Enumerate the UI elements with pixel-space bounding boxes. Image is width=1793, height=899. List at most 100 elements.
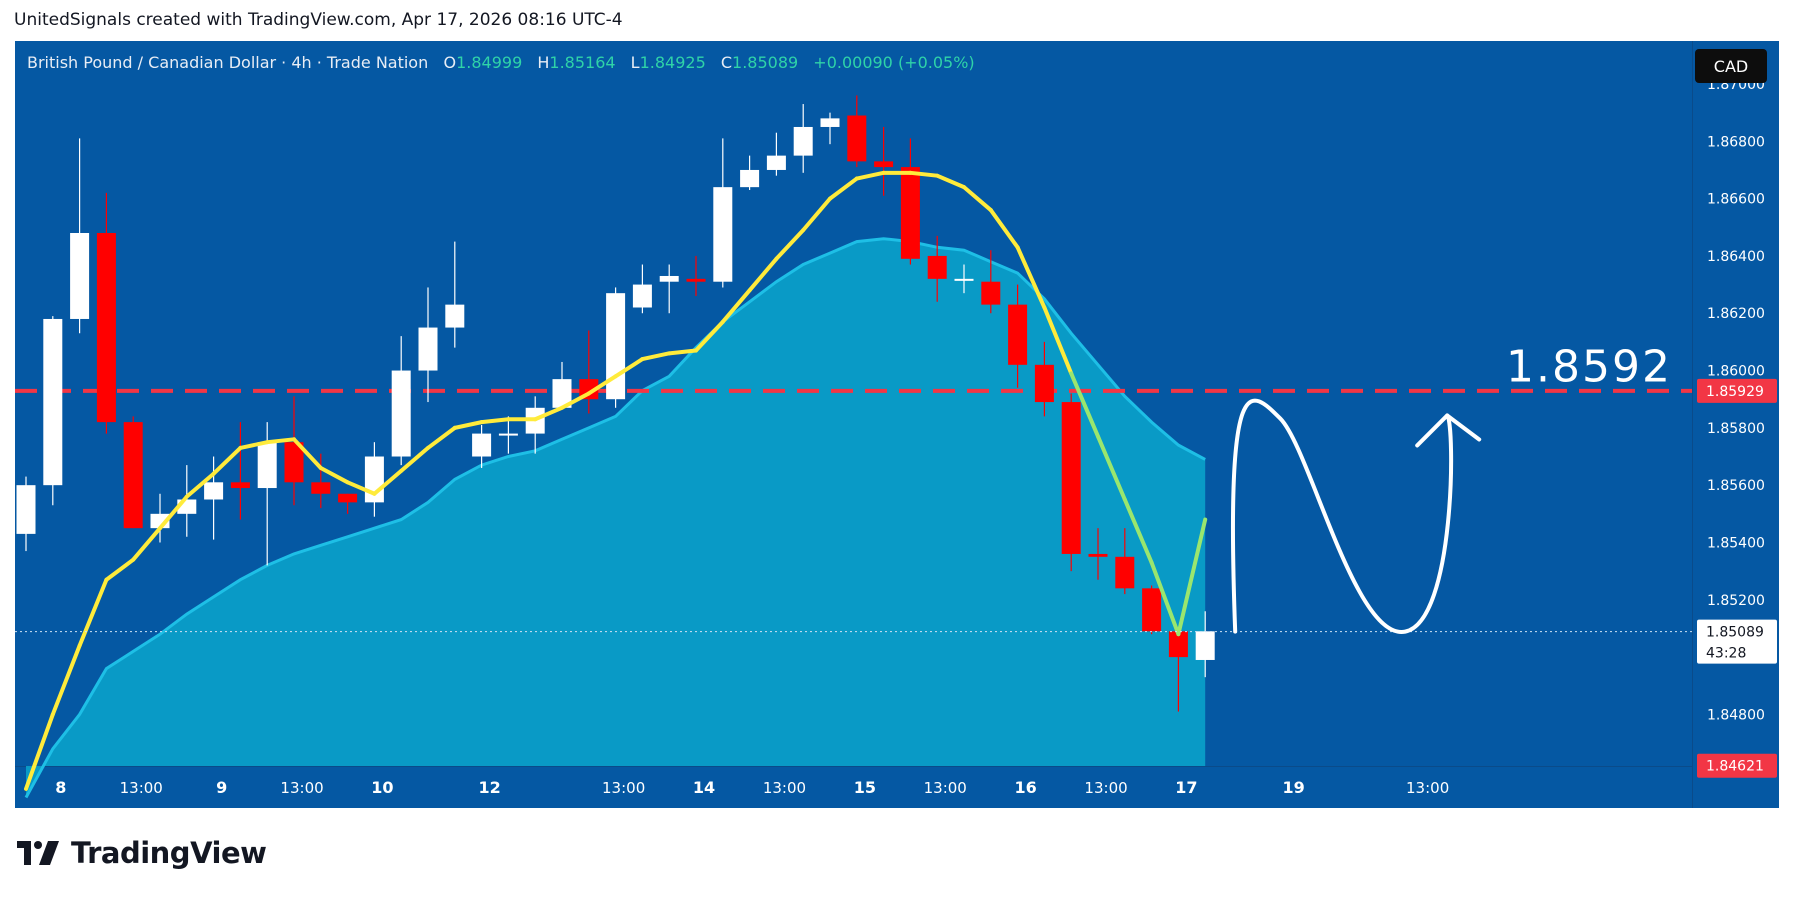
fast-ma-segment xyxy=(265,437,296,445)
fast-ma-segment xyxy=(158,494,189,531)
x-tick-label: 13:00 xyxy=(120,779,163,797)
candle-up xyxy=(820,118,840,127)
fast-ma-segment xyxy=(828,176,859,201)
x-tick-label: 8 xyxy=(55,778,66,797)
fast-ma-segment xyxy=(1096,434,1127,502)
candle-down xyxy=(927,255,947,279)
fast-ma-segment xyxy=(372,468,404,496)
candle-up xyxy=(632,284,652,308)
fast-ma-segment xyxy=(533,405,564,422)
chart-panel[interactable]: 1.8592 1.87000 1.86800 1.86600 1.86400 1.8620… xyxy=(15,41,1779,808)
candle-down xyxy=(874,161,894,168)
fast-ma-segment xyxy=(747,256,779,293)
change-value: +0.00090 (+0.05%) xyxy=(813,53,975,72)
fast-ma-segment xyxy=(935,173,966,190)
candle-up xyxy=(257,442,277,489)
annotation-price-label: 1.8592 xyxy=(1506,341,1672,392)
fast-ma-segment xyxy=(962,185,993,213)
fast-ma-segment xyxy=(104,557,136,582)
candle-up xyxy=(713,187,733,282)
x-tick-label: 13:00 xyxy=(1406,779,1449,797)
candle-down xyxy=(338,493,358,503)
candle-down xyxy=(1088,553,1108,557)
projected-path-arrowhead xyxy=(1415,413,1482,448)
fast-ma-segment xyxy=(988,208,1020,250)
candle-up xyxy=(418,327,438,371)
fast-ma-segment xyxy=(586,374,618,396)
fast-ma-segment xyxy=(774,228,806,261)
low-price-label: 1.84621 xyxy=(1706,759,1764,775)
time-axis-divider xyxy=(15,766,1692,767)
fast-ma-segment xyxy=(801,196,832,233)
last-price-label: 1.85089 xyxy=(1706,625,1764,641)
fast-ma-segment xyxy=(77,577,109,648)
y-tick-label: 1.85600 xyxy=(1707,478,1765,494)
candle-up xyxy=(659,275,679,282)
x-tick-label: 17 xyxy=(1175,778,1197,797)
candle-up xyxy=(606,293,626,400)
line-price-label: 1.85929 xyxy=(1706,384,1764,400)
candle-down xyxy=(1142,588,1162,632)
candle-down xyxy=(230,482,250,489)
candle-up xyxy=(498,433,518,436)
y-tick-label: 1.86200 xyxy=(1707,306,1765,322)
fast-ma-segment xyxy=(640,351,672,362)
y-tick-label: 1.86400 xyxy=(1707,249,1765,265)
candle-down xyxy=(1168,631,1188,658)
low-label: L xyxy=(630,53,640,72)
price-axis-divider xyxy=(1692,41,1693,808)
x-tick-label: 13:00 xyxy=(1084,779,1127,797)
fast-ma-segment xyxy=(667,348,698,356)
x-tick-label: 13:00 xyxy=(280,779,323,797)
x-tick-label: 13:00 xyxy=(763,779,806,797)
candle-down xyxy=(847,115,867,162)
candle-up xyxy=(793,126,813,156)
candle-up xyxy=(43,318,63,486)
tradingview-logo-icon xyxy=(17,841,59,865)
fast-ma-segment xyxy=(1042,305,1074,376)
candle-up xyxy=(740,169,760,188)
low-price-label-box xyxy=(1697,753,1777,778)
fast-ma-segment xyxy=(720,288,752,324)
candle-down xyxy=(96,232,116,423)
close-value: 1.85089 xyxy=(732,53,799,72)
fast-ma-segment xyxy=(318,465,350,485)
fast-ma-segment xyxy=(292,437,323,470)
candle-up xyxy=(204,482,224,500)
fast-ma-segment xyxy=(24,712,55,791)
fast-ma-segment xyxy=(1069,371,1100,439)
candle-down xyxy=(1115,556,1135,589)
y-tick-label: 1.84800 xyxy=(1707,707,1765,723)
symbol-label[interactable]: British Pound / Canadian Dollar · 4h · T… xyxy=(27,53,429,72)
candle-down xyxy=(1061,402,1081,554)
candle-down xyxy=(284,442,304,483)
fast-ma-segment xyxy=(1176,517,1208,637)
x-tick-label: 14 xyxy=(693,778,715,797)
fast-ma-segment xyxy=(452,420,484,430)
fast-ma-segment xyxy=(613,357,645,379)
close-label: C xyxy=(720,53,733,72)
candle-down xyxy=(311,482,331,494)
x-tick-label: 15 xyxy=(854,778,876,797)
candle-up xyxy=(1195,631,1215,660)
y-tick-label: 1.86600 xyxy=(1707,192,1765,208)
fast-ma-segment xyxy=(1122,497,1154,565)
high-label: H xyxy=(537,53,550,72)
fast-ma-segment xyxy=(1015,245,1047,310)
y-tick-label: 1.86800 xyxy=(1707,134,1765,150)
fast-ma-segment xyxy=(854,170,886,181)
y-tick-label: 1.86000 xyxy=(1707,364,1765,380)
x-tick-label: 13:00 xyxy=(924,779,967,797)
candle-down xyxy=(981,281,1001,305)
x-tick-label: 12 xyxy=(479,778,501,797)
tradingview-wordmark: TradingView xyxy=(71,836,267,870)
price-chart[interactable]: 1.85921.870001.868001.866001.864001.8620… xyxy=(15,41,1779,808)
chart-caption: UnitedSignals created with TradingView.c… xyxy=(14,10,623,30)
candle-down xyxy=(900,167,920,259)
tradingview-logo[interactable]: TradingView xyxy=(17,836,267,870)
projected-path-curve xyxy=(1230,398,1454,634)
fast-ma-segment xyxy=(238,440,270,450)
open-label: O xyxy=(443,53,457,72)
open-value: 1.84999 xyxy=(456,53,523,72)
currency-button[interactable]: CAD xyxy=(1695,49,1767,83)
